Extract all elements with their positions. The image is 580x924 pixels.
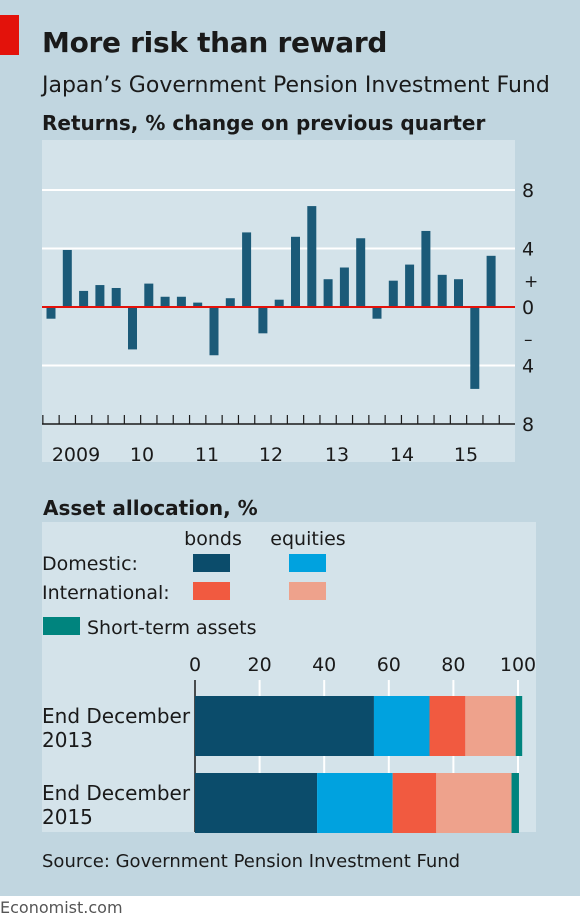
minus-sign-label: – [524,330,533,350]
y-tick-label: 4 [522,356,534,378]
return-bar [79,290,89,307]
legend-equities-heading: equities [270,528,345,550]
legend-swatch-short-term [43,617,80,635]
x-tick-label: 80 [441,654,465,676]
x-tick-label: 60 [377,654,401,676]
x-tick-label: 13 [325,444,349,466]
category-label: 2015 [42,805,93,829]
return-bar [209,307,219,356]
return-bar [421,230,431,307]
return-bar [307,206,317,307]
source-note: Source: Government Pension Investment Fu… [42,851,461,872]
y-tick-label: 0 [522,297,534,319]
allocation-chart-title: Asset allocation, % [43,496,258,520]
allocation-segment [195,773,318,833]
y-tick-label: 8 [522,414,534,436]
category-label: End December [42,781,191,805]
y-tick-label: 8 [522,180,534,202]
chart-title: More risk than reward [42,26,388,59]
allocation-segment [511,773,519,833]
return-bar [242,232,252,307]
allocation-segment [436,773,512,833]
return-bar [62,249,72,307]
allocation-segment [392,773,437,833]
x-tick-label: 10 [130,444,154,466]
return-bar [95,285,105,307]
return-bar [437,274,447,307]
plus-sign-label: + [524,272,538,292]
return-bar [291,236,300,307]
return-bar [258,307,268,334]
allocation-segment [317,773,393,833]
x-tick-label: 14 [390,444,414,466]
allocation-segment [515,696,523,756]
return-bar [339,267,349,307]
category-label: 2013 [42,728,93,752]
return-bar [193,302,203,307]
return-bar [160,296,170,307]
legend-bonds-heading: bonds [184,528,242,550]
return-bar [486,255,496,307]
x-tick-label: 15 [454,444,478,466]
return-bar [176,296,186,307]
return-bar [111,287,121,307]
y-tick-label: 4 [522,239,534,261]
chart-subtitle: Japan’s Government Pension Investment Fu… [42,73,550,98]
return-bar [405,264,415,307]
allocation-segment [465,696,516,756]
legend-swatch-domestic-bonds [193,554,230,572]
legend-domestic-label: Domestic: [42,553,138,575]
return-bar [46,307,56,319]
x-tick-label: 20 [248,654,272,676]
category-label: End December [42,704,191,728]
return-bar [356,238,366,307]
return-bar [128,307,137,350]
legend-swatch-international-equities [289,582,326,600]
legend-short-term-label: Short-term assets [87,617,257,639]
economist-red-tag [0,15,19,55]
return-bar [388,280,398,307]
x-tick-label: 0 [189,654,201,676]
x-tick-label: 100 [500,654,536,676]
x-tick-label: 11 [195,444,219,466]
return-bar [225,298,235,307]
x-tick-label: 40 [312,654,336,676]
allocation-segment [429,696,466,756]
x-tick-label: 2009 [52,444,100,466]
return-bar [470,307,480,389]
allocation-segment [195,696,374,756]
return-bar [323,279,333,307]
return-bar [144,283,154,307]
returns-chart-title: Returns, % change on previous quarter [42,111,486,135]
allocation-segment [373,696,430,756]
legend-international-label: International: [42,582,170,604]
x-tick-label: 12 [259,444,283,466]
return-bar [454,279,463,307]
footer-brand: Economist.com [0,898,123,917]
return-bar [274,299,284,307]
legend-swatch-domestic-equities [289,554,326,572]
legend-swatch-international-bonds [193,582,230,600]
return-bar [372,307,382,319]
